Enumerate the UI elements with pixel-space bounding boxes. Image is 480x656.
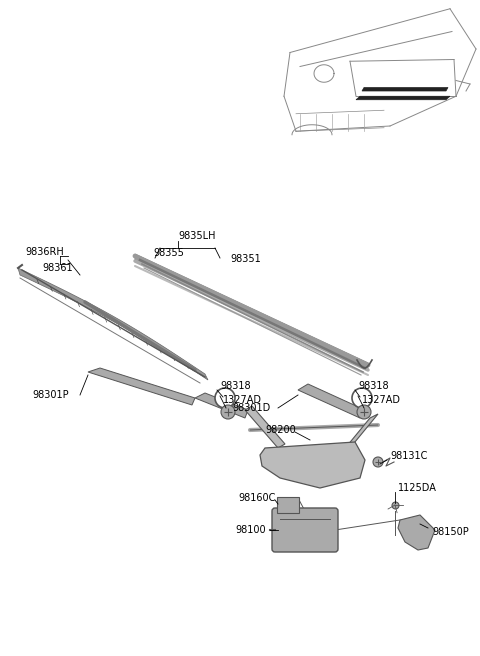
Polygon shape bbox=[362, 87, 448, 91]
Circle shape bbox=[373, 457, 383, 467]
Text: 98131C: 98131C bbox=[390, 451, 427, 461]
FancyBboxPatch shape bbox=[277, 497, 299, 513]
Text: 98100: 98100 bbox=[235, 525, 265, 535]
Circle shape bbox=[352, 388, 372, 408]
Polygon shape bbox=[88, 368, 195, 405]
Text: 98200: 98200 bbox=[265, 425, 296, 435]
Circle shape bbox=[221, 405, 235, 419]
FancyBboxPatch shape bbox=[272, 508, 338, 552]
Polygon shape bbox=[135, 254, 368, 370]
Text: 1327AD: 1327AD bbox=[223, 395, 262, 405]
Polygon shape bbox=[245, 406, 285, 448]
Circle shape bbox=[215, 388, 235, 408]
Polygon shape bbox=[342, 414, 378, 452]
Text: 98361: 98361 bbox=[42, 263, 72, 273]
Text: 98150P: 98150P bbox=[432, 527, 469, 537]
Text: 98318: 98318 bbox=[220, 381, 251, 391]
Polygon shape bbox=[195, 393, 248, 418]
Text: 1125DA: 1125DA bbox=[398, 483, 437, 493]
Text: 98355: 98355 bbox=[153, 248, 184, 258]
Text: 98318: 98318 bbox=[358, 381, 389, 391]
Text: 98351: 98351 bbox=[230, 254, 261, 264]
Text: 9835LH: 9835LH bbox=[178, 231, 216, 241]
Text: 9836RH: 9836RH bbox=[25, 247, 64, 257]
Text: 1327AD: 1327AD bbox=[362, 395, 401, 405]
Text: 98301P: 98301P bbox=[32, 390, 69, 400]
Text: 98160C: 98160C bbox=[238, 493, 276, 503]
Text: 98301D: 98301D bbox=[232, 403, 270, 413]
Polygon shape bbox=[18, 268, 208, 380]
Polygon shape bbox=[260, 442, 365, 488]
Polygon shape bbox=[298, 384, 365, 418]
Polygon shape bbox=[398, 515, 435, 550]
Circle shape bbox=[357, 405, 371, 419]
Polygon shape bbox=[356, 96, 450, 100]
